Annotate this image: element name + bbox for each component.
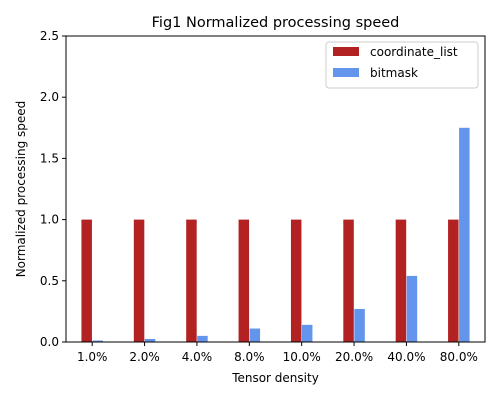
bar-coordinate-list-2-0pct [133, 219, 145, 342]
x-tick-label: 8.0% [234, 350, 265, 364]
bar-coordinate-list-4-0pct [186, 219, 197, 342]
bar-coordinate-list-20-0pct [343, 219, 354, 342]
legend-label: coordinate_list [370, 45, 458, 59]
bar-bitmask-2-0pct [144, 338, 156, 342]
y-tick-label: 2.0 [40, 90, 59, 104]
legend-swatch [333, 47, 359, 56]
x-tick-label: 4.0% [182, 350, 213, 364]
x-tick-label: 10.0% [283, 350, 321, 364]
y-axis-label: Normalized processing speed [14, 101, 28, 278]
y-axis-ticks: 0.0 0.5 1.0 1.5 2.0 2.5 [40, 29, 66, 349]
chart-title: Fig1 Normalized processing speed [152, 15, 400, 31]
y-tick-label: 2.5 [40, 29, 59, 43]
bars-group [81, 127, 470, 342]
y-tick-label: 0.0 [40, 335, 59, 349]
y-tick-label: 1.0 [40, 213, 59, 227]
x-axis-ticks: 1.0% 2.0% 4.0% 8.0% 10.0% 20.0% 40.0% 80.0% [77, 342, 478, 364]
bar-coordinate-list-1-0pct [81, 219, 92, 342]
legend-swatch [333, 68, 359, 77]
bar-bitmask-80-0pct [459, 127, 470, 342]
bar-bitmask-10-0pct [301, 324, 313, 342]
x-tick-label: 20.0% [335, 350, 373, 364]
bar-bitmask-40-0pct [406, 275, 418, 342]
bar-bitmask-1-0pct [92, 340, 103, 342]
x-axis-label: Tensor density [231, 371, 319, 385]
plot-frame [65, 35, 486, 343]
bar-coordinate-list-8-0pct [238, 219, 250, 342]
bar-coordinate-list-10-0pct [290, 219, 302, 342]
bar-coordinate-list-80-0pct [448, 219, 459, 342]
bar-bitmask-8-0pct [249, 328, 261, 342]
x-tick-label: 1.0% [77, 350, 108, 364]
legend-label: bitmask [370, 66, 418, 80]
x-tick-label: 2.0% [129, 350, 160, 364]
y-tick-label: 0.5 [40, 274, 59, 288]
bar-coordinate-list-40-0pct [395, 219, 407, 342]
x-tick-label: 40.0% [387, 350, 425, 364]
x-tick-label: 80.0% [440, 350, 478, 364]
legend-box [325, 41, 479, 89]
y-tick-label: 1.5 [40, 151, 59, 165]
bar-bitmask-4-0pct [197, 335, 208, 342]
bar-bitmask-20-0pct [354, 308, 365, 342]
